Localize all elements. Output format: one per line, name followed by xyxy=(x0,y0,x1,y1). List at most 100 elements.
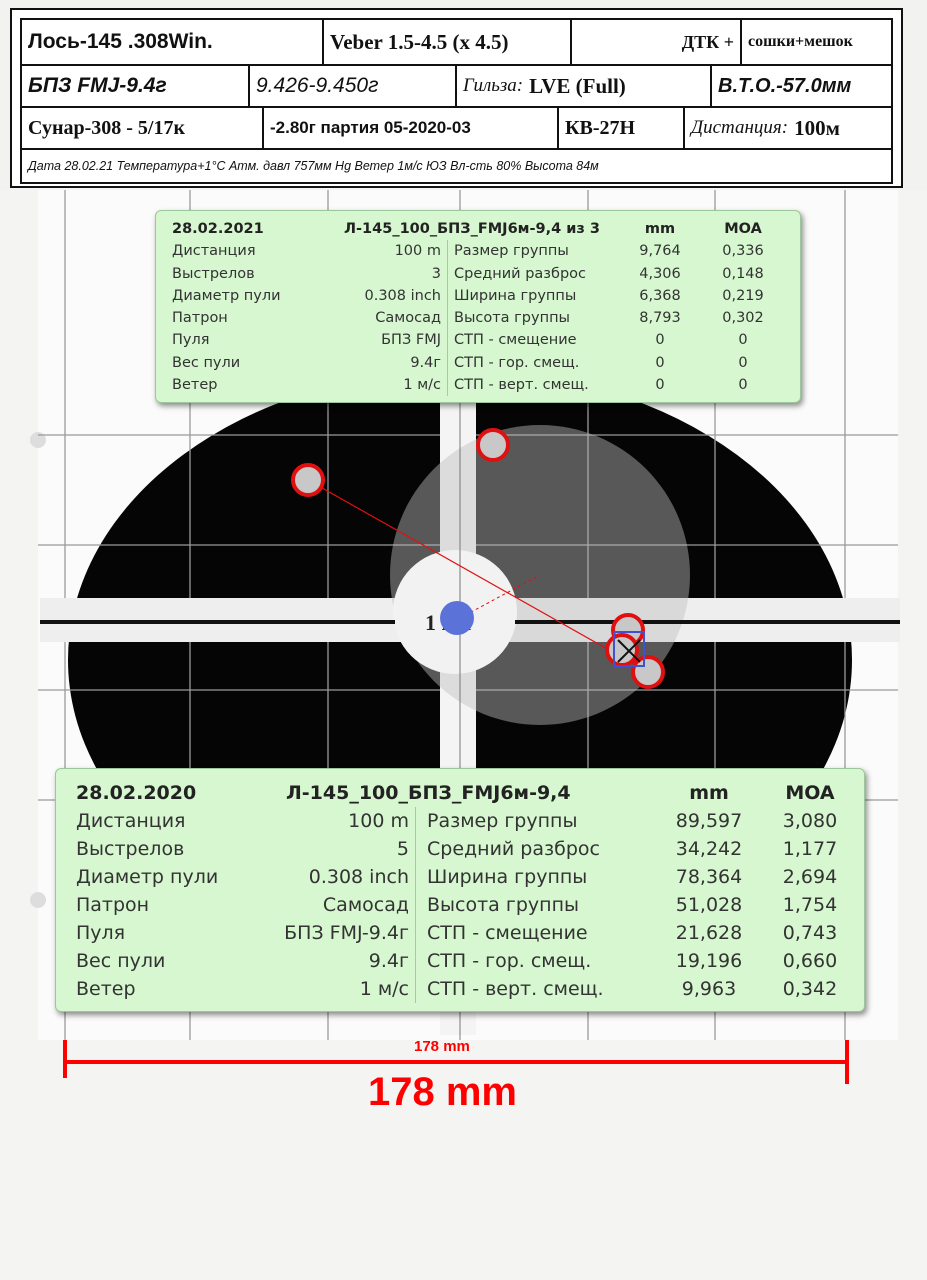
stats-row: Дистанция 100 m Размер группы 89,597 3,080 xyxy=(76,807,864,835)
stats-row: Ветер 1 м/с СТП - верт. смещ. 0 0 xyxy=(172,374,800,397)
column-divider xyxy=(415,947,427,975)
param-value: Самосад xyxy=(375,310,441,327)
panel-session-name: Л-145_100_БПЗ_FMJ6м-9,4 xyxy=(286,782,571,804)
column-divider xyxy=(415,807,427,835)
stat-mm: 8,793 xyxy=(639,310,681,327)
stat-mm: 21,628 xyxy=(675,922,743,944)
param-label: Выстрелов xyxy=(76,838,185,860)
param-value: 9.4г xyxy=(410,354,441,371)
shot-hole xyxy=(631,655,665,689)
stat-moa: 1,754 xyxy=(782,894,838,916)
stats-row: Ветер 1 м/с СТП - верт. смещ. 9,963 0,342 xyxy=(76,975,864,1003)
stats-row: Вес пули 9.4г СТП - гор. смещ. 19,196 0,660 xyxy=(76,947,864,975)
stat-label: Высота группы xyxy=(427,894,579,916)
param-value: Самосад xyxy=(322,894,409,916)
panel-date: 28.02.2020 xyxy=(76,782,197,804)
stat-label: СТП - верт. смещ. xyxy=(427,978,604,1000)
param-label: Вес пули xyxy=(76,950,166,972)
stat-label: СТП - смещение xyxy=(454,332,577,349)
param-label: Диаметр пули xyxy=(76,866,219,888)
param-value: 1 м/с xyxy=(403,377,441,394)
stat-mm: 78,364 xyxy=(675,866,743,888)
stat-moa: 0,219 xyxy=(722,287,764,304)
column-divider xyxy=(447,329,454,352)
bullet-cell: БПЗ FMJ-9.4г xyxy=(22,66,250,106)
stat-mm: 51,028 xyxy=(675,894,743,916)
column-divider xyxy=(447,262,454,285)
stat-label: Размер группы xyxy=(427,810,578,832)
rifle-cell: Лось-145 .308Win. xyxy=(22,20,324,64)
moa-column-header: MOA xyxy=(785,782,835,804)
stat-moa: 0,302 xyxy=(722,310,764,327)
panel-header-row: 28.02.2021 Л-145_100_БПЗ_FMJ6м-9,4 из 3 mm… xyxy=(172,218,800,240)
info-header: Лось-145 .308Win. Veber 1.5-4.5 (x 4.5) … xyxy=(10,8,903,188)
panel-session-name: Л-145_100_БПЗ_FMJ6м-9,4 из 3 xyxy=(344,221,600,237)
muzzle-cell: ДТК + xyxy=(572,20,742,64)
column-divider xyxy=(415,863,427,891)
param-value: 9.4г xyxy=(368,950,409,972)
param-label: Выстрелов xyxy=(172,265,255,282)
stats-row: Выстрелов 3 Средний разброс 4,306 0,148 xyxy=(172,262,800,285)
case-cell: Гильза: LVE (Full) xyxy=(457,66,712,106)
param-label: Ветер xyxy=(76,978,136,1000)
distance-label: Дистанция: xyxy=(691,117,789,138)
shot-hole xyxy=(605,633,639,667)
powder-cell: Сунар-308 - 5/17к xyxy=(22,108,264,148)
case-label: Гильза: xyxy=(463,75,524,96)
param-label: Диаметр пули xyxy=(172,287,281,304)
stat-moa: 2,694 xyxy=(782,866,838,888)
param-label: Дистанция xyxy=(76,810,186,832)
mm-column-header: mm xyxy=(644,221,676,237)
stat-moa: 0 xyxy=(738,377,748,394)
dimension-line xyxy=(63,1040,849,1084)
group-line xyxy=(307,479,649,673)
conditions-cell: Дата 28.02.21 Температура+1°С Атм. давл … xyxy=(28,159,599,173)
moa-column-header: MOA xyxy=(724,221,762,237)
stats-row: Патрон Самосад Высота группы 51,028 1,754 xyxy=(76,891,864,919)
stat-moa: 1,177 xyxy=(782,838,838,860)
stat-label: Высота группы xyxy=(454,310,570,327)
param-value: БПЗ FMJ xyxy=(381,332,441,349)
column-divider xyxy=(415,975,427,1003)
primer-cell: КВ-27Н xyxy=(559,108,685,148)
param-label: Патрон xyxy=(76,894,150,916)
group-stats-panel-large: 28.02.2020 Л-145_100_БПЗ_FMJ6м-9,4 mm MOA Ди… xyxy=(55,768,865,1012)
stat-label: СТП - верт. смещ. xyxy=(454,377,589,394)
column-divider xyxy=(447,307,454,330)
scope-cell: Veber 1.5-4.5 (x 4.5) xyxy=(324,20,572,64)
stats-row: Выстрелов 5 Средний разброс 34,242 1,177 xyxy=(76,835,864,863)
stat-mm: 0 xyxy=(655,332,665,349)
column-divider xyxy=(447,240,454,263)
param-label: Пуля xyxy=(172,332,210,349)
stat-label: Ширина группы xyxy=(427,866,588,888)
param-value: 100 m xyxy=(394,243,441,260)
stats-row: Диаметр пули 0.308 inch Ширина группы 6,368… xyxy=(172,284,800,308)
stats-row: Патрон Самосад Высота группы 8,793 0,302 xyxy=(172,307,800,330)
stat-label: СТП - гор. смещ. xyxy=(427,950,592,972)
case-value: LVE (Full) xyxy=(529,73,626,98)
panel-header-row: 28.02.2020 Л-145_100_БПЗ_FMJ6м-9,4 mm MOA xyxy=(76,779,864,807)
stat-label: Ширина группы xyxy=(454,287,577,304)
stat-mm: 89,597 xyxy=(675,810,743,832)
column-divider xyxy=(415,891,427,919)
param-value: 3 xyxy=(431,265,441,282)
group-stats-panel-small: 28.02.2021 Л-145_100_БПЗ_FMJ6м-9,4 из 3 mm… xyxy=(155,210,801,403)
stat-mm: 0 xyxy=(655,377,665,394)
stat-moa: 0,342 xyxy=(782,978,838,1000)
stat-moa: 0 xyxy=(738,332,748,349)
column-divider xyxy=(415,919,427,947)
stat-moa: 0 xyxy=(738,354,748,371)
param-label: Пуля xyxy=(76,922,126,944)
stats-row: Вес пули 9.4г СТП - гор. смещ. 0 0 xyxy=(172,351,800,375)
mm-column-header: mm xyxy=(689,782,729,804)
stat-moa: 0,148 xyxy=(722,265,764,282)
stat-label: Средний разброс xyxy=(427,838,600,860)
stat-moa: 0,336 xyxy=(722,243,764,260)
bullet-weight-cell: 9.426-9.450г xyxy=(250,66,457,106)
stat-mm: 9,963 xyxy=(681,978,737,1000)
panel-date: 28.02.2021 xyxy=(172,221,264,237)
stat-label: Размер группы xyxy=(454,243,569,260)
distance-value: 100м xyxy=(794,115,840,140)
shot-hole xyxy=(476,428,510,462)
stat-mm: 19,196 xyxy=(675,950,743,972)
